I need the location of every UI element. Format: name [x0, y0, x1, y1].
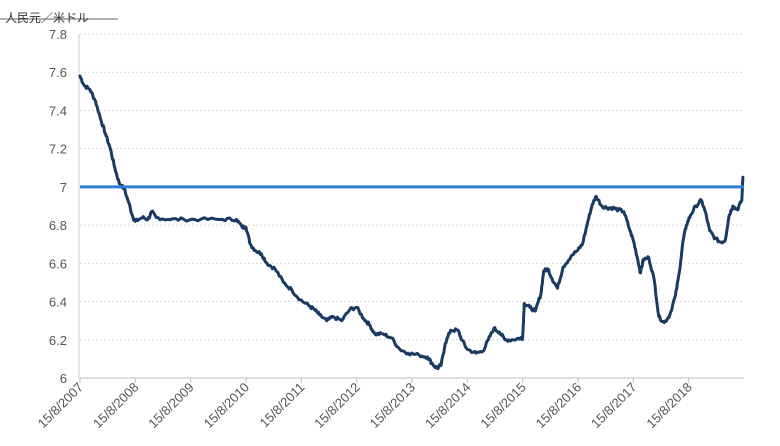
x-axis: 15/8/2007 15/8/2008 15/8/2009 15/8/2010 15/8… [35, 377, 744, 432]
x-tick-label: 15/8/2012 [311, 380, 363, 432]
x-tick-label: 15/8/2011 [257, 380, 308, 431]
x-tick-label: 15/8/2015 [477, 380, 529, 432]
x-tick-label: 15/8/2018 [643, 380, 695, 432]
y-axis-unit-label: 人民元／米ドル [5, 11, 90, 25]
y-tick-label: 7.4 [49, 103, 67, 118]
series-layer [78, 74, 745, 371]
x-tick-label: 15/8/2009 [145, 380, 197, 432]
x-tick-label: 15/8/2017 [588, 380, 640, 432]
y-tick-label: 7.2 [49, 142, 67, 157]
x-tick-label: 15/8/2010 [201, 380, 253, 432]
y-axis: 6 6.2 6.4 6.6 6.8 7 7.2 7.4 7.6 7.8 [49, 27, 80, 386]
x-tick-label: 15/8/2007 [35, 380, 87, 432]
y-tick-label: 7.8 [49, 27, 67, 42]
y-tick-label: 6.2 [49, 333, 67, 348]
y-tick-label: 7 [60, 180, 67, 195]
y-tick-label: 6.4 [49, 295, 67, 310]
series-line [78, 74, 745, 371]
y-tick-label: 6 [60, 371, 67, 386]
x-tick-label: 15/8/2013 [367, 380, 419, 432]
x-tick-label: 15/8/2016 [533, 380, 585, 432]
y-tick-label: 6.6 [49, 256, 67, 271]
gridlines [80, 33, 744, 379]
y-tick-label: 7.6 [49, 65, 67, 80]
y-tick-label: 6.8 [49, 218, 67, 233]
x-tick-label: 15/8/2014 [422, 380, 474, 432]
x-tick-label: 15/8/2008 [90, 380, 142, 432]
